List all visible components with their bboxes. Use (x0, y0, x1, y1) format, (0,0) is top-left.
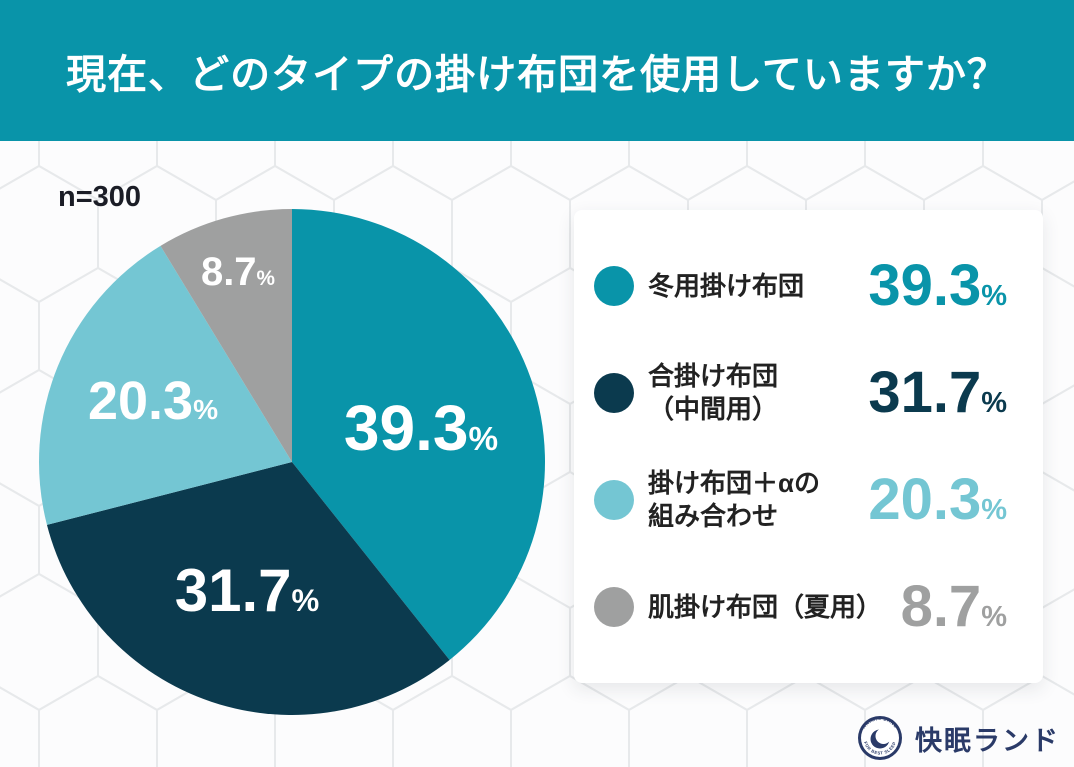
percent-sign: % (981, 387, 1007, 419)
pie-chart (39, 209, 545, 715)
pie-slice-0 (292, 209, 545, 660)
sample-size-label: n=300 (58, 181, 142, 213)
legend-value: 20.3% (868, 467, 1007, 532)
legend-dot (594, 266, 634, 306)
brand-footer: KAIMIN LAND FOR BEST SLEEP 快眠ランド (857, 715, 1060, 761)
legend-label-line2: 組み合わせ (648, 501, 779, 531)
legend-value: 31.7% (868, 360, 1007, 425)
legend-row-mid: 合掛け布団 （中間用） 31.7% (574, 340, 1043, 447)
percent-sign: % (256, 267, 276, 290)
legend-dot (594, 480, 634, 520)
chart-title: 現在、どのタイプの掛け布団を使用していますか？ (66, 52, 1008, 97)
pie-slice-3 (160, 209, 292, 462)
legend-label: 肌掛け布団（夏用） (648, 591, 883, 622)
pie-slice-value: 20.3 (87, 371, 194, 431)
legend-label: 冬用掛け布団 (648, 270, 805, 301)
percent-sign: % (981, 601, 1007, 633)
legend-value: 39.3% (868, 253, 1007, 318)
legend-label: 掛け布団＋αの (648, 468, 820, 498)
pie-slice-value: 31.7 (174, 557, 292, 624)
legend-row-winter: 冬用掛け布団 39.3% (574, 233, 1043, 340)
legend-row-summer: 肌掛け布団（夏用） 8.7% (574, 554, 1043, 661)
brand-logo-icon: KAIMIN LAND FOR BEST SLEEP (858, 716, 902, 760)
pie-slice-label-combo: 20.3% (88, 374, 218, 428)
legend-card: 冬用掛け布団 39.3% 合掛け布団 （中間用） 31.7% 掛け布団＋αの 組… (574, 210, 1043, 683)
legend-dot (594, 587, 634, 627)
pie-slice-1 (46, 462, 450, 715)
legend-label: 合掛け布団 (648, 361, 779, 391)
percent-sign: % (193, 394, 219, 425)
pie-slice-value: 39.3 (343, 392, 469, 464)
percent-sign: % (291, 583, 320, 618)
legend-dot (594, 373, 634, 413)
percent-sign: % (981, 494, 1007, 526)
pie-slice-label-summer: 8.7% (201, 252, 275, 292)
legend-row-combo: 掛け布団＋αの 組み合わせ 20.3% (574, 447, 1043, 554)
brand-name: 快眠ランド (915, 725, 1060, 756)
legend-label-line2: （中間用） (648, 394, 779, 424)
pie-slice-label-mid: 31.7% (175, 561, 320, 621)
pie-slice-2 (39, 245, 292, 525)
pie-slice-value: 8.7 (200, 250, 257, 294)
percent-sign: % (468, 421, 499, 458)
pie-slice-label-winter: 39.3% (344, 396, 498, 460)
title-banner: 現在、どのタイプの掛け布団を使用していますか？ (0, 0, 1074, 141)
percent-sign: % (981, 280, 1007, 312)
legend-value: 8.7% (900, 574, 1007, 639)
